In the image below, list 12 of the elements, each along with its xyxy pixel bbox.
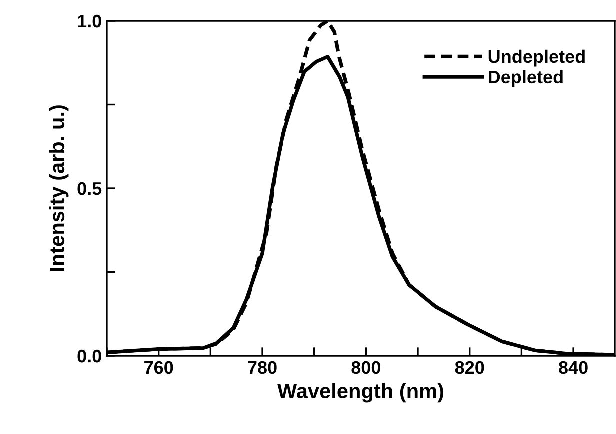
y-axis-title: Intensity (arb. u.) [49, 106, 69, 272]
y-tick-label: 0.0 [78, 350, 102, 363]
legend-label: Undepleted [488, 50, 585, 67]
x-tick-label: 800 [352, 361, 381, 374]
x-tick-label: 820 [455, 361, 484, 374]
x-axis-title: Wavelength (nm) [278, 383, 444, 403]
x-tick-label: 760 [144, 361, 174, 374]
x-tick-label: 780 [248, 361, 277, 374]
legend-label: Depleted [489, 70, 563, 88]
y-tick-label: 1.0 [78, 14, 102, 28]
y-tick-label: 0.5 [78, 182, 102, 196]
x-tick-label: 840 [559, 361, 588, 374]
